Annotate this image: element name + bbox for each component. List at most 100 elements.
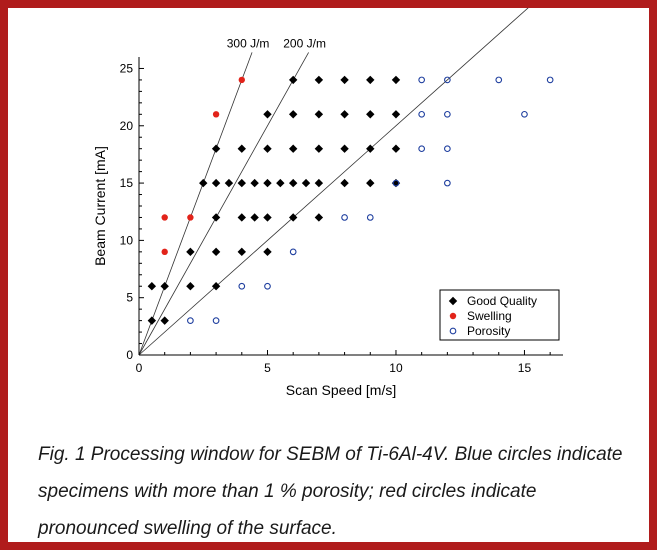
x-tick-label: 5 xyxy=(264,361,271,375)
good-quality-point xyxy=(366,110,375,119)
good-quality-point xyxy=(314,75,324,85)
energy-line xyxy=(138,52,309,356)
good-quality-point xyxy=(211,213,221,222)
good-quality-point xyxy=(211,178,221,188)
y-tick-label: 15 xyxy=(120,176,134,190)
porosity-legend-marker xyxy=(449,327,457,335)
chart-axes: 0 5 10 15 0 5 10 15 20 25 Scan Speed [m/s] Beam Cur… xyxy=(92,57,563,398)
energy-line xyxy=(138,52,253,356)
good-quality-point xyxy=(263,110,272,119)
good-quality-point xyxy=(186,282,195,291)
y-axis-label: Beam Current [mA] xyxy=(92,146,108,266)
swelling-point xyxy=(161,248,168,256)
energy-line-label: 200 J/m xyxy=(283,36,326,50)
y-tick-label: 20 xyxy=(120,119,134,133)
good-quality-point xyxy=(340,178,349,188)
y-tick-label: 25 xyxy=(120,61,134,75)
good-quality-point xyxy=(340,75,349,85)
good-quality-point xyxy=(211,247,221,257)
good-quality-point xyxy=(237,178,246,188)
good-quality-point xyxy=(263,178,272,188)
porosity-point xyxy=(418,76,426,84)
porosity-point xyxy=(264,282,271,290)
good-quality-point xyxy=(147,316,157,325)
good-quality-point xyxy=(391,144,401,153)
good-quality-point xyxy=(391,110,401,119)
good-quality-point xyxy=(199,178,208,188)
good-quality-point xyxy=(211,282,221,291)
good-quality-point xyxy=(288,178,298,188)
swelling-point xyxy=(187,214,194,221)
good-quality-point xyxy=(276,178,285,188)
good-quality-point xyxy=(314,144,324,153)
porosity-point xyxy=(366,214,374,221)
swelling-point xyxy=(212,111,220,118)
porosity-point xyxy=(418,145,426,153)
porosity-point xyxy=(444,76,451,84)
x-tick-label: 10 xyxy=(389,361,403,375)
x-axis-label: Scan Speed [m/s] xyxy=(286,382,397,398)
good-quality-legend-marker xyxy=(448,296,458,306)
legend-label: Good Quality xyxy=(467,294,537,308)
good-quality-point xyxy=(237,247,246,257)
porosity-point xyxy=(392,179,400,187)
legend-box xyxy=(439,289,560,341)
y-tick-label: 5 xyxy=(126,291,133,305)
porosity-point xyxy=(521,110,528,118)
energy-line xyxy=(138,8,529,356)
porosity-point xyxy=(418,110,426,118)
porosity-point xyxy=(495,76,503,84)
good-quality-point xyxy=(224,178,234,188)
good-quality-point xyxy=(288,213,298,222)
porosity-point xyxy=(444,145,451,153)
porosity-point xyxy=(546,76,554,84)
porosity-point xyxy=(212,317,220,324)
good-quality-point xyxy=(237,213,246,222)
good-quality-point xyxy=(340,110,349,119)
legend-label: Porosity xyxy=(467,324,510,338)
good-quality-point xyxy=(314,213,324,222)
porosity-point xyxy=(444,110,451,118)
good-quality-point xyxy=(160,282,169,291)
y-tick-label: 0 xyxy=(126,348,133,362)
good-quality-point xyxy=(186,247,195,257)
good-quality-point xyxy=(301,178,311,188)
data-points xyxy=(147,75,554,325)
porosity-point xyxy=(238,282,246,290)
good-quality-point xyxy=(237,144,246,153)
good-quality-point xyxy=(366,144,375,153)
x-tick-label: 0 xyxy=(136,361,143,375)
porosity-point xyxy=(187,317,194,324)
good-quality-point xyxy=(263,247,272,257)
porosity-point xyxy=(341,214,348,221)
swelling-point xyxy=(238,76,245,84)
porosity-point xyxy=(289,248,297,256)
good-quality-point xyxy=(147,282,157,291)
good-quality-point xyxy=(250,213,259,222)
good-quality-point xyxy=(314,178,324,188)
good-quality-point xyxy=(288,110,298,119)
good-quality-point xyxy=(314,110,324,119)
figure-caption: Fig. 1 Processing window for SEBM of Ti-… xyxy=(38,444,623,539)
good-quality-point xyxy=(250,178,259,188)
good-quality-point xyxy=(263,213,272,222)
good-quality-point xyxy=(288,75,298,85)
good-quality-point xyxy=(263,144,272,153)
good-quality-point xyxy=(366,178,375,188)
swelling-legend-marker xyxy=(449,312,457,320)
good-quality-point xyxy=(391,75,401,85)
energy-line-label: 300 J/m xyxy=(227,36,270,50)
good-quality-point xyxy=(288,144,298,153)
good-quality-point xyxy=(340,144,349,153)
good-quality-point xyxy=(366,75,375,85)
x-tick-label: 15 xyxy=(518,361,532,375)
good-quality-point xyxy=(211,144,221,153)
good-quality-point xyxy=(160,316,169,325)
y-tick-label: 10 xyxy=(120,233,134,247)
legend-label: Swelling xyxy=(467,309,512,323)
porosity-point xyxy=(444,179,451,187)
